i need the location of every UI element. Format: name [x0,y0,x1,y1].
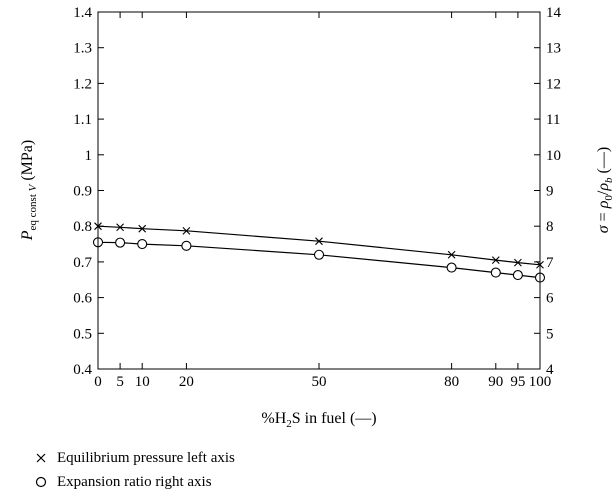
circle-point [313,249,325,260]
right-tick-label: 7 [546,255,554,271]
x-tick-label: 20 [179,374,194,390]
plot-frame [97,11,541,370]
right-tick-label: 13 [546,41,561,57]
circle-point [181,240,192,251]
right-tick-label: 12 [546,76,561,92]
legend-item-equilibrium-pressure: Equilibrium pressure left axis [34,446,235,470]
x-tick-label: 100 [529,374,552,390]
x-tick-label: 50 [312,374,327,390]
left-tick-label: 1.4 [73,5,92,21]
x-point [116,223,124,232]
series-markers [92,222,546,283]
left-tick-label: 0.7 [73,255,92,271]
left-axis-ticks: 0.4 0.5 0.6 0.7 0.8 0.9 1 1.1 1.2 1.3 1.4 [73,5,104,378]
x-point [514,258,522,267]
right-tick-label: 9 [546,184,554,200]
right-tick-label: 14 [546,5,562,21]
x-tick-label: 90 [488,374,503,390]
x-marker-icon [36,453,46,463]
circle-point [115,237,126,248]
legend-item-expansion-ratio: Expansion ratio right axis [34,470,235,494]
left-tick-label: 1 [85,148,93,164]
right-tick-label: 4 [546,362,554,378]
legend: Equilibrium pressure left axis Expansion… [34,446,235,494]
right-tick-label: 11 [546,112,560,128]
x-axis-ticks: 0 5 10 20 50 80 90 95 100 [94,12,551,390]
right-axis-title: σ = ρ0/ρb (—) [595,147,615,233]
x-tick-label: 95 [510,374,525,390]
x-point [182,226,191,235]
x-point [138,224,147,233]
right-axis-ticks: 4 5 6 7 8 9 10 11 12 13 14 [534,5,562,378]
left-tick-label: 0.9 [73,184,92,200]
x-tick-label: 5 [116,374,124,390]
right-tick-label: 6 [546,291,554,307]
left-tick-label: 1.2 [73,76,92,92]
left-tick-label: 0.8 [73,219,92,235]
x-point [315,237,323,246]
series-line-1 [97,241,541,279]
legend-label: Equilibrium pressure left axis [57,449,235,466]
x-tick-label: 80 [444,374,459,390]
left-tick-label: 0.4 [73,362,92,378]
left-axis-title: Peq const V (MPa) [19,140,39,242]
x-axis-title: %H2S in fuel (—) [261,410,376,430]
circle-point [512,270,523,281]
right-tick-label: 8 [546,219,554,235]
right-tick-label: 5 [546,326,554,342]
legend-label: Expansion ratio right axis [57,473,212,490]
x-tick-label: 0 [94,374,102,390]
right-tick-label: 10 [546,148,561,164]
left-tick-label: 1.3 [73,41,92,57]
x-point [447,250,456,259]
left-tick-label: 0.6 [73,291,92,307]
x-point [491,256,500,265]
left-tick-label: 0.5 [73,326,92,342]
circle-point [446,262,457,273]
circle-point [137,239,148,250]
left-tick-label: 1.1 [73,112,92,128]
chart: 0 5 10 20 50 80 90 95 100 0.40.50.60.70.80.911.1… [19,5,615,430]
circle-marker-icon [35,476,47,488]
circle-point [490,267,501,278]
x-tick-label: 10 [135,374,150,390]
